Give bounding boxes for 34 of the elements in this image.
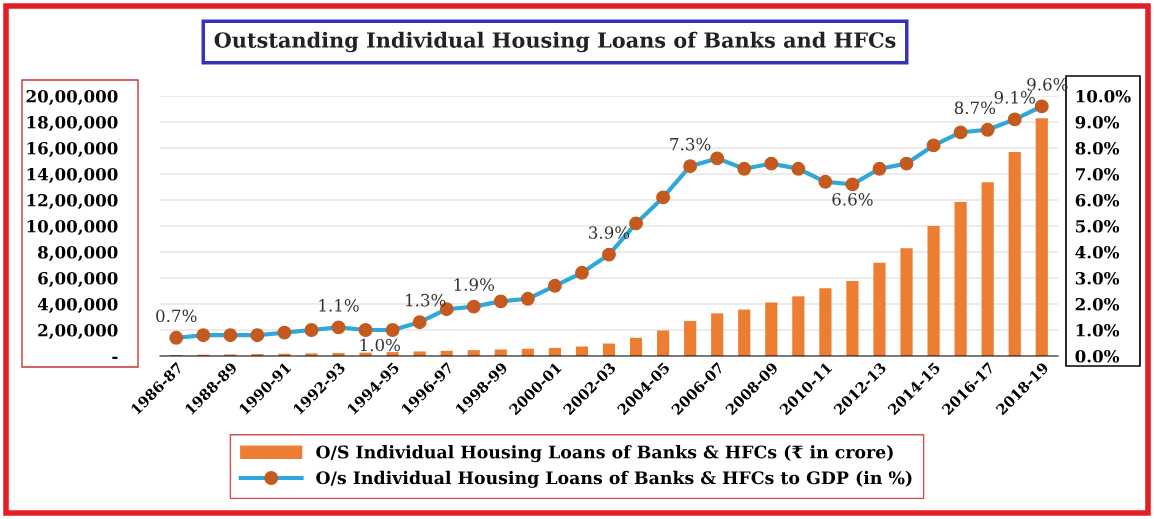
y-tick-label: 14,00,000 bbox=[27, 167, 118, 184]
y2-tick-label: 2.0% bbox=[1075, 297, 1120, 311]
data-label: 1.1% bbox=[319, 299, 359, 312]
data-label: 7.3% bbox=[670, 137, 711, 151]
y2-tick-label: 9.0% bbox=[1075, 115, 1120, 129]
y-tick-label: 6,00,000 bbox=[38, 271, 118, 288]
data-label: 1.9% bbox=[454, 278, 495, 291]
y2-tick-label: 1.0% bbox=[1076, 323, 1120, 337]
y-tick-label: 4,00,000 bbox=[37, 297, 118, 314]
y-tick-label: 8,00,000 bbox=[38, 245, 118, 262]
data-label: 1.0% bbox=[360, 338, 401, 352]
y2-tick-label: 10.0% bbox=[1076, 89, 1131, 103]
y-tick-label: 16,00,000 bbox=[27, 141, 118, 158]
y-tick-label: - bbox=[112, 356, 118, 359]
y2-tick-label: 6.0% bbox=[1075, 193, 1120, 207]
y2-tick-label: 7.0% bbox=[1075, 167, 1120, 181]
data-label: 8.7% bbox=[954, 101, 996, 115]
y-tick-label: 18,00,000 bbox=[27, 115, 118, 132]
data-label: 6.6% bbox=[832, 193, 873, 206]
y-tick-label: 12,00,000 bbox=[27, 193, 118, 210]
y2-tick-label: 5.0% bbox=[1076, 219, 1120, 233]
y2-tick-label: 4.0% bbox=[1075, 245, 1120, 259]
y-tick-label: 20,00,000 bbox=[26, 89, 118, 106]
data-label: 1.3% bbox=[406, 293, 446, 307]
y2-tick-label: 3.0% bbox=[1075, 271, 1120, 285]
legend-label: O/s Individual Housing Loans of Banks & HFCs to GDP (in %) bbox=[316, 470, 912, 488]
y-tick-label: 2,00,000 bbox=[38, 323, 118, 340]
y2-tick-label: 8.0% bbox=[1075, 141, 1120, 155]
legend-label: O/S Individual Housing Loans of Banks & HFCs (₹ in crore) bbox=[316, 445, 893, 463]
data-label: 0.7% bbox=[156, 309, 197, 323]
data-label: 9.1% bbox=[994, 91, 1035, 104]
chart-title: Outstanding Individual Housing Loans of Banks and HFCs bbox=[214, 31, 896, 53]
y-tick-label: 10,00,000 bbox=[27, 219, 118, 236]
y2-tick-label: 0.0% bbox=[1075, 349, 1120, 363]
